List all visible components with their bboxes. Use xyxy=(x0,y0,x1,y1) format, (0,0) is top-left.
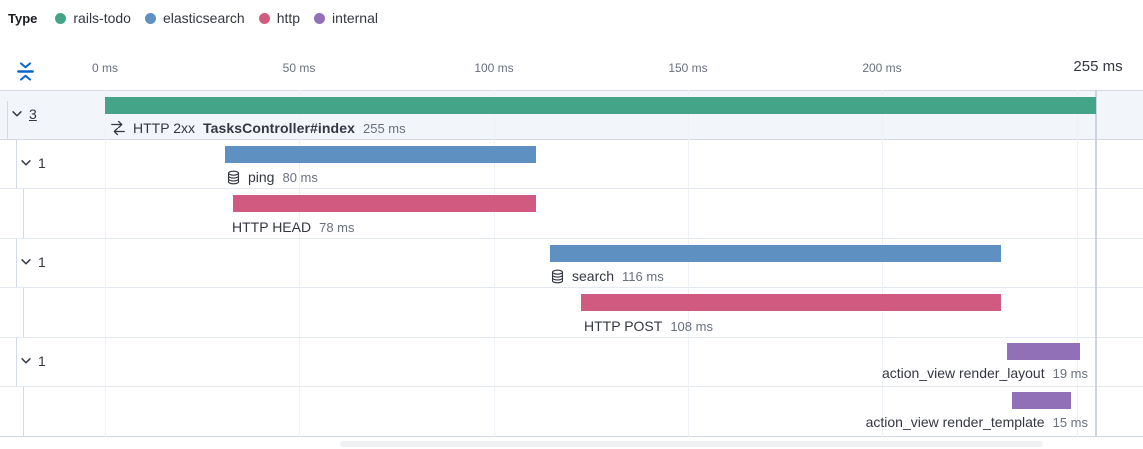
indent-line xyxy=(7,101,8,139)
internal-dot-icon xyxy=(314,12,326,24)
chart-top-border xyxy=(0,90,1143,91)
span-name: HTTP POST xyxy=(584,318,663,334)
child-count: 3 xyxy=(29,106,37,122)
legend-item-label: rails-todo xyxy=(73,10,131,26)
gridline-100ms xyxy=(494,90,495,437)
axis-tick-50ms: 50 ms xyxy=(282,61,316,75)
legend-title: Type xyxy=(8,10,38,26)
http-post-span-caption[interactable]: HTTP POST 108 ms xyxy=(584,317,713,335)
http-head-span-caption[interactable]: HTTP HEAD 78 ms xyxy=(232,218,355,236)
waterfall-row-http-head: HTTP HEAD 78 ms xyxy=(0,189,1143,239)
transaction-accordion-toggle[interactable]: 3 xyxy=(10,107,37,121)
span-name: search xyxy=(572,268,615,284)
render-layout-accordion-toggle[interactable]: 1 xyxy=(19,354,46,368)
http-head-span-bar[interactable] xyxy=(233,195,537,212)
ping-span-caption[interactable]: ping 80 ms xyxy=(226,168,318,186)
span-duration: 15 ms xyxy=(1052,414,1088,430)
indent-line xyxy=(23,288,24,337)
span-duration: 78 ms xyxy=(319,219,355,235)
render-layout-span-caption[interactable]: action_view render_layout 19 ms xyxy=(882,364,1088,382)
waterfall-row-render-template: action_view render_template 15 ms xyxy=(0,387,1143,437)
database-icon xyxy=(226,170,241,185)
render-template-span-bar[interactable] xyxy=(1012,392,1071,409)
indent-line xyxy=(16,338,17,386)
span-name: action_view render_layout xyxy=(881,365,1045,381)
gridline-50ms xyxy=(299,90,300,437)
waterfall-row-render-layout: 1 action_view render_layout 19 ms xyxy=(0,338,1143,387)
gridline-0ms xyxy=(105,90,106,437)
merge-icon xyxy=(110,120,126,136)
search-span-bar[interactable] xyxy=(549,245,1001,262)
transaction-caption[interactable]: HTTP 2xx TasksController#index 255 ms xyxy=(110,119,406,137)
gridline-200ms xyxy=(882,90,883,437)
axis-end-label: 255 ms xyxy=(1073,58,1123,75)
axis-tick-100ms: 100 ms xyxy=(474,61,514,75)
indent-line xyxy=(16,239,17,287)
chevron-down-icon xyxy=(21,259,31,265)
chevron-down-icon xyxy=(12,111,22,117)
gridline-250ms xyxy=(1077,90,1078,437)
child-count: 1 xyxy=(38,155,46,171)
span-name: ping xyxy=(248,169,275,185)
span-duration: 108 ms xyxy=(670,318,713,334)
fold-icon xyxy=(16,61,34,81)
ping-span-bar[interactable] xyxy=(225,146,537,163)
span-name: HTTP HEAD xyxy=(232,219,312,235)
span-duration: 19 ms xyxy=(1052,365,1088,381)
chevron-down-icon xyxy=(21,160,31,166)
legend-item-http: http xyxy=(258,10,301,26)
transaction-bar[interactable] xyxy=(105,97,1096,114)
indent-line xyxy=(16,140,17,188)
child-count: 1 xyxy=(38,353,46,369)
axis-tick-150ms: 150 ms xyxy=(668,61,708,75)
search-span-caption[interactable]: search 116 ms xyxy=(550,267,664,285)
chevron-down-icon xyxy=(21,358,31,364)
database-icon xyxy=(550,269,565,284)
axis-tick-0ms: 0 ms xyxy=(91,61,119,75)
legend-item-label: elasticsearch xyxy=(162,10,245,26)
legend-item-elasticsearch: elasticsearch xyxy=(144,10,245,26)
legend-item-label: http xyxy=(276,10,301,26)
search-accordion-toggle[interactable]: 1 xyxy=(19,255,46,269)
gridline-150ms xyxy=(688,90,689,437)
http-dot-icon xyxy=(258,12,270,24)
render-layout-span-bar[interactable] xyxy=(1006,343,1081,360)
transaction-duration: 255 ms xyxy=(362,120,406,136)
span-name: action_view render_template xyxy=(865,414,1045,430)
waterfall-row-http-post: HTTP POST 108 ms xyxy=(0,288,1143,338)
legend-item-rails-todo: rails-todo xyxy=(55,10,131,26)
span-duration: 116 ms xyxy=(622,268,664,284)
transaction-result: HTTP 2xx xyxy=(133,120,195,136)
elasticsearch-dot-icon xyxy=(144,12,156,24)
render-template-span-caption[interactable]: action_view render_template 15 ms xyxy=(866,413,1088,431)
waterfall-row-ping: 1 ping 80 ms xyxy=(0,140,1143,189)
transaction-name: TasksController#index xyxy=(202,120,355,136)
waterfall-row-transaction: 3 HTTP 2xx TasksController#index 255 ms xyxy=(0,91,1143,140)
child-count: 1 xyxy=(38,254,46,270)
type-legend: Type rails-todo elasticsearch http inter… xyxy=(8,10,378,26)
rails-todo-dot-icon xyxy=(55,12,67,24)
legend-item-label: internal xyxy=(332,10,378,26)
indent-line xyxy=(23,189,24,238)
span-duration: 80 ms xyxy=(282,169,318,185)
legend-item-internal: internal xyxy=(314,10,378,26)
ping-accordion-toggle[interactable]: 1 xyxy=(19,156,46,170)
indent-line xyxy=(23,387,24,436)
collapse-all-button[interactable] xyxy=(13,59,37,83)
waterfall-row-search: 1 search 116 ms xyxy=(0,239,1143,288)
axis-tick-200ms: 200 ms xyxy=(862,61,902,75)
trace-end-line xyxy=(1095,90,1097,437)
horizontal-scrollbar[interactable] xyxy=(340,441,1043,447)
http-post-span-bar[interactable] xyxy=(581,294,1001,311)
